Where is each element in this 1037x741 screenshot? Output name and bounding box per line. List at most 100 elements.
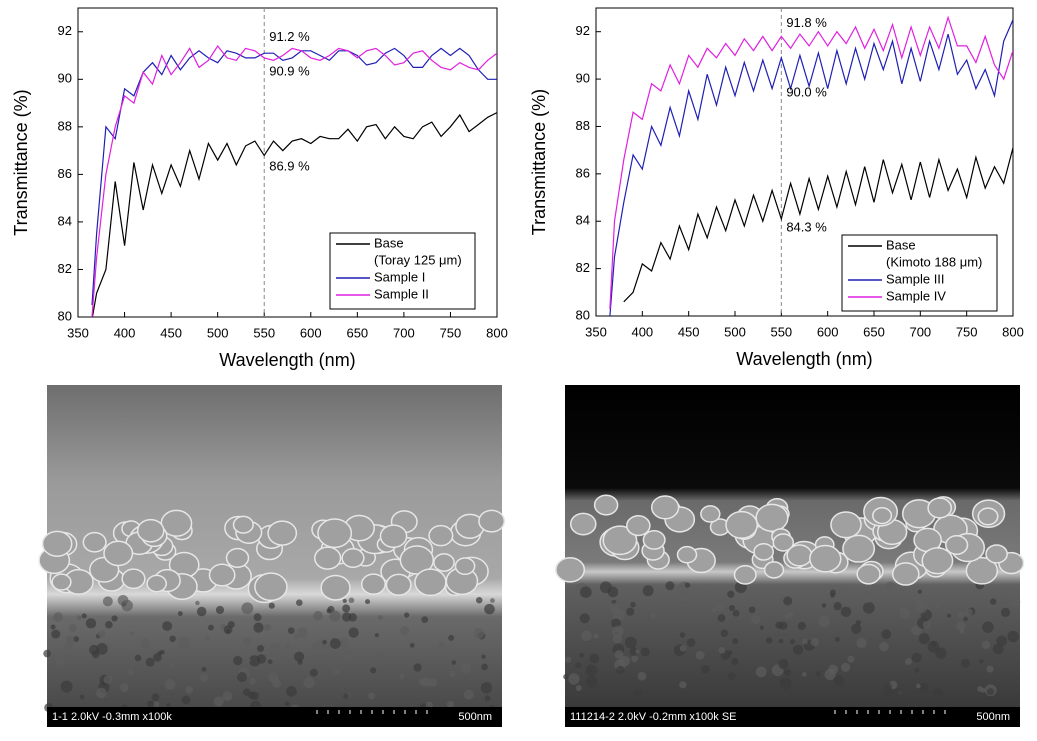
chart: 350 400 450 500 550 600 650 700 750 800 80 82 84 86 88…: [529, 7, 1024, 369]
grain: [727, 650, 733, 655]
grain: [329, 638, 341, 649]
annotation: 86.9 %: [269, 158, 310, 173]
grain: [446, 700, 455, 708]
grain: [679, 632, 686, 638]
y-tick-label: 80: [576, 307, 590, 322]
grain: [88, 644, 100, 655]
grain: [580, 586, 592, 599]
annotation: 91.8 %: [786, 15, 827, 30]
grain: [650, 613, 656, 619]
grain: [334, 669, 340, 675]
grain: [748, 606, 756, 614]
grain: [377, 651, 384, 658]
grain: [50, 624, 56, 630]
particle: [927, 497, 953, 519]
y-tick-label: 88: [58, 118, 72, 133]
grain: [931, 641, 937, 647]
grain: [802, 638, 808, 645]
particle: [650, 495, 680, 520]
x-tick-label: 400: [114, 325, 136, 340]
grain: [169, 635, 176, 643]
grain: [568, 673, 580, 685]
series-line: [623, 147, 1013, 303]
sem-image: 111214-2 2.0kV -0.2mm x100k SE 500nm: [555, 385, 1025, 727]
grain: [581, 630, 592, 642]
sem-scale: 500nm: [976, 711, 1010, 723]
legend-label: Sample I: [374, 269, 425, 284]
grain: [992, 643, 1004, 655]
particle: [267, 520, 298, 546]
grain: [342, 604, 351, 613]
grain: [262, 643, 267, 648]
grain: [68, 624, 77, 633]
grain: [247, 691, 256, 699]
x-tick-label: 650: [346, 325, 368, 340]
grain: [286, 686, 297, 697]
grain: [178, 636, 190, 649]
grain: [981, 640, 991, 650]
grain: [311, 646, 316, 651]
grain: [76, 615, 82, 621]
grain: [177, 611, 183, 617]
grain: [575, 685, 582, 692]
grain: [164, 678, 176, 690]
grain: [640, 647, 650, 657]
grain: [404, 612, 410, 618]
grain: [881, 629, 892, 640]
x-tick-label: 350: [67, 325, 89, 340]
particle: [103, 540, 134, 567]
x-axis-label: Wavelength (nm): [219, 350, 355, 370]
grain: [861, 591, 874, 603]
grain: [293, 633, 299, 639]
particle: [428, 524, 454, 547]
grain: [241, 602, 254, 615]
particle: [51, 573, 72, 591]
grain: [481, 663, 488, 671]
y-axis-label: Transmittance (%): [11, 89, 31, 235]
particle: [555, 556, 586, 583]
grain: [1010, 597, 1021, 607]
grain: [409, 642, 415, 648]
y-tick-label: 86: [576, 165, 590, 180]
plot-frame: [595, 7, 1014, 317]
x-tick-label: 500: [724, 324, 746, 339]
grain: [153, 701, 160, 708]
grain: [747, 587, 758, 598]
grain: [284, 701, 290, 707]
particle: [414, 568, 447, 597]
grain: [422, 677, 432, 687]
y-tick-label: 84: [58, 213, 72, 228]
grain: [370, 667, 377, 674]
grain: [957, 611, 965, 619]
particle: [313, 546, 342, 570]
grain: [963, 616, 968, 622]
grain: [313, 611, 323, 621]
grain: [151, 693, 160, 702]
grain: [731, 657, 739, 666]
grain: [162, 621, 173, 632]
sem-image: 1-1 2.0kV -0.3mm x100k 500nm: [38, 385, 506, 727]
x-tick-label: 700: [393, 325, 415, 340]
grain: [716, 603, 724, 612]
y-tick-label: 82: [58, 261, 72, 276]
grain: [778, 658, 789, 670]
grain: [103, 675, 113, 684]
grain: [421, 616, 429, 623]
particle: [977, 507, 999, 526]
grain: [884, 689, 893, 698]
grain: [195, 600, 200, 606]
grain: [797, 621, 806, 631]
grain: [642, 585, 654, 597]
grain: [267, 659, 273, 665]
grain: [60, 680, 73, 693]
grain: [821, 603, 827, 608]
particle: [225, 547, 250, 569]
particle: [725, 510, 758, 539]
grain: [918, 633, 930, 645]
grain: [272, 679, 282, 688]
grain: [977, 686, 983, 692]
grain: [996, 635, 1007, 647]
grain: [626, 607, 635, 616]
grain: [695, 650, 705, 660]
grain: [53, 612, 63, 622]
